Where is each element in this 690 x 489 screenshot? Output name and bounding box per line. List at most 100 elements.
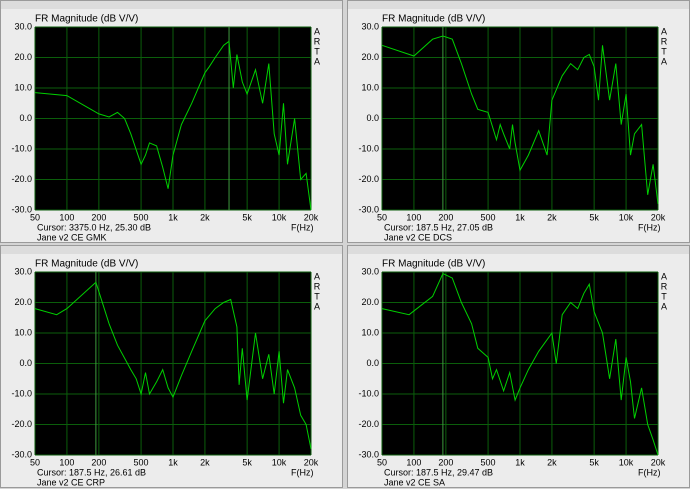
y-tick-label: -20.0 bbox=[11, 174, 32, 184]
x-tick-label: 100 bbox=[406, 212, 421, 222]
side-label-letter: R bbox=[661, 281, 668, 291]
y-tick-label: 20.0 bbox=[361, 297, 379, 307]
y-tick-label: 10.0 bbox=[14, 82, 32, 92]
window-titlebar bbox=[1, 1, 342, 9]
cursor-readout: Cursor: 187.5 Hz, 26.61 dB bbox=[37, 467, 146, 477]
x-axis-label: F(Hz) bbox=[638, 467, 661, 477]
x-tick-label: 200 bbox=[91, 457, 106, 467]
y-tick-label: 10.0 bbox=[14, 327, 32, 337]
side-label-letter: A bbox=[314, 271, 320, 281]
side-label-letter: T bbox=[661, 46, 667, 56]
cursor-readout: Cursor: 187.5 Hz, 29.47 dB bbox=[384, 467, 493, 477]
response-curve bbox=[34, 40, 312, 211]
cursor-readout: Cursor: 3375.0 Hz, 25.30 dB bbox=[37, 222, 151, 232]
y-tick-label: -30.0 bbox=[358, 449, 379, 459]
y-tick-label: 0.0 bbox=[366, 358, 379, 368]
x-tick-label: 50 bbox=[377, 212, 387, 222]
response-curve bbox=[381, 272, 659, 456]
y-tick-label: -20.0 bbox=[358, 174, 379, 184]
window-titlebar bbox=[348, 246, 689, 254]
response-curve bbox=[34, 281, 312, 449]
x-axis-label: F(Hz) bbox=[638, 222, 661, 232]
chart-title: FR Magnitude (dB V/V) bbox=[382, 259, 485, 270]
x-tick-label: 2k bbox=[547, 212, 557, 222]
y-tick-label: 0.0 bbox=[19, 358, 32, 368]
x-tick-label: 20k bbox=[651, 457, 666, 467]
x-tick-label: 1k bbox=[515, 212, 525, 222]
x-tick-label: 1k bbox=[168, 212, 178, 222]
x-tick-label: 10k bbox=[272, 212, 287, 222]
x-axis-label: F(Hz) bbox=[291, 222, 314, 232]
x-tick-label: 200 bbox=[438, 212, 453, 222]
x-tick-label: 50 bbox=[30, 212, 40, 222]
side-label-letter: T bbox=[314, 46, 320, 56]
x-tick-label: 20k bbox=[304, 212, 319, 222]
x-tick-label: 500 bbox=[134, 457, 149, 467]
side-label-letter: R bbox=[314, 281, 321, 291]
window-titlebar bbox=[348, 1, 689, 9]
y-tick-label: 0.0 bbox=[19, 113, 32, 123]
side-label-letter: T bbox=[314, 291, 320, 301]
y-tick-label: 10.0 bbox=[361, 82, 379, 92]
y-tick-label: 30.0 bbox=[14, 21, 32, 31]
caption: Jane v2 CE DCS bbox=[384, 232, 452, 242]
y-tick-label: 20.0 bbox=[14, 52, 32, 62]
side-label-letter: A bbox=[661, 56, 667, 66]
side-label-letter: A bbox=[661, 301, 667, 311]
cursor-readout: Cursor: 187.5 Hz, 27.05 dB bbox=[384, 222, 493, 232]
x-tick-label: 100 bbox=[59, 212, 74, 222]
y-tick-label: -30.0 bbox=[11, 449, 32, 459]
side-label-letter: A bbox=[661, 26, 667, 36]
x-tick-label: 5k bbox=[589, 212, 599, 222]
y-tick-label: 30.0 bbox=[361, 21, 379, 31]
x-tick-label: 200 bbox=[91, 212, 106, 222]
side-label-letter: A bbox=[314, 301, 320, 311]
chart-title: FR Magnitude (dB V/V) bbox=[35, 259, 138, 270]
x-tick-label: 100 bbox=[406, 457, 421, 467]
side-label-letter: A bbox=[314, 56, 320, 66]
response-curve bbox=[381, 35, 659, 204]
side-label-letter: A bbox=[661, 271, 667, 281]
x-tick-label: 1k bbox=[168, 457, 178, 467]
x-tick-label: 2k bbox=[200, 457, 210, 467]
x-axis-label: F(Hz) bbox=[291, 467, 314, 477]
caption: Jane v2 CE SA bbox=[384, 477, 445, 487]
side-label-letter: T bbox=[661, 291, 667, 301]
x-tick-label: 2k bbox=[200, 212, 210, 222]
x-tick-label: 500 bbox=[134, 212, 149, 222]
x-tick-label: 200 bbox=[438, 457, 453, 467]
x-tick-label: 500 bbox=[481, 457, 496, 467]
y-tick-label: -10.0 bbox=[358, 388, 379, 398]
x-tick-label: 100 bbox=[59, 457, 74, 467]
x-tick-label: 5k bbox=[242, 212, 252, 222]
chart-title: FR Magnitude (dB V/V) bbox=[382, 14, 485, 25]
x-tick-label: 5k bbox=[589, 457, 599, 467]
side-label-letter: A bbox=[314, 26, 320, 36]
y-tick-label: -10.0 bbox=[358, 143, 379, 153]
y-tick-label: -30.0 bbox=[358, 204, 379, 214]
caption: Jane v2 CE CRP bbox=[37, 477, 105, 487]
x-tick-label: 500 bbox=[481, 212, 496, 222]
x-tick-label: 10k bbox=[619, 457, 634, 467]
x-tick-label: 20k bbox=[651, 212, 666, 222]
y-tick-label: -20.0 bbox=[358, 419, 379, 429]
x-tick-label: 2k bbox=[547, 457, 557, 467]
x-tick-label: 50 bbox=[377, 457, 387, 467]
y-tick-label: 20.0 bbox=[361, 52, 379, 62]
x-tick-label: 20k bbox=[304, 457, 319, 467]
y-tick-label: -30.0 bbox=[11, 204, 32, 214]
x-tick-label: 50 bbox=[30, 457, 40, 467]
y-tick-label: -10.0 bbox=[11, 388, 32, 398]
x-tick-label: 10k bbox=[272, 457, 287, 467]
y-tick-label: 10.0 bbox=[361, 327, 379, 337]
window-titlebar bbox=[1, 246, 342, 254]
x-tick-label: 1k bbox=[515, 457, 525, 467]
y-tick-label: -10.0 bbox=[11, 143, 32, 153]
x-tick-label: 10k bbox=[619, 212, 634, 222]
y-tick-label: 0.0 bbox=[366, 113, 379, 123]
chart-title: FR Magnitude (dB V/V) bbox=[35, 14, 138, 25]
